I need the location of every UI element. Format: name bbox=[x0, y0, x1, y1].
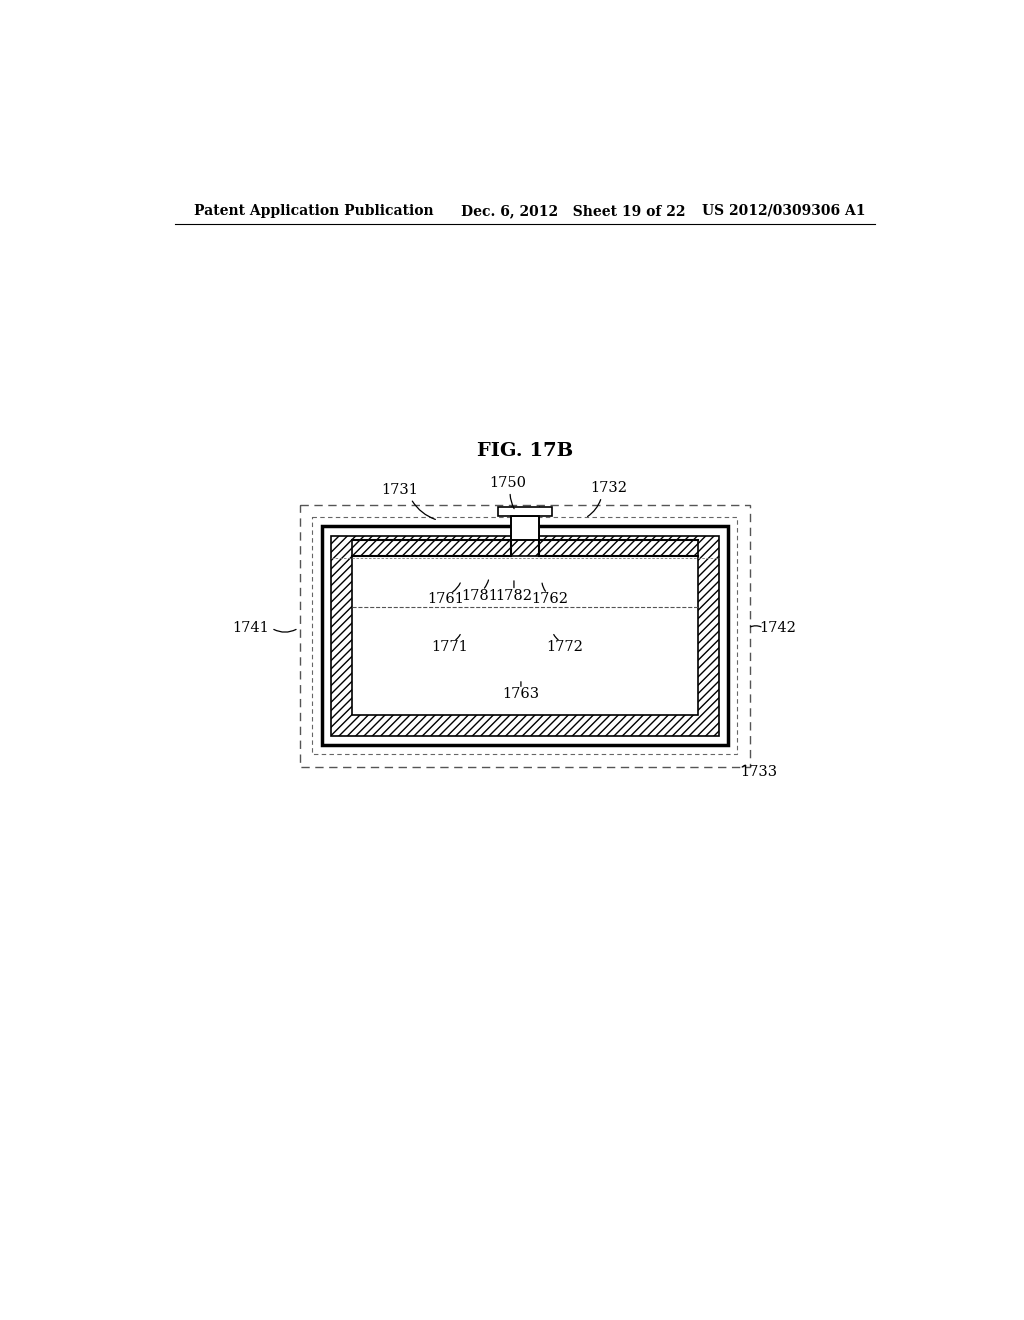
Text: FIG. 17B: FIG. 17B bbox=[477, 442, 572, 459]
Text: 1763: 1763 bbox=[503, 686, 540, 701]
Text: 1782: 1782 bbox=[496, 589, 532, 603]
Bar bbox=[511, 516, 539, 540]
Bar bbox=[512, 517, 538, 539]
Text: US 2012/0309306 A1: US 2012/0309306 A1 bbox=[701, 203, 865, 218]
Text: 1750: 1750 bbox=[489, 477, 526, 490]
Text: 1733: 1733 bbox=[740, 766, 777, 779]
Text: Patent Application Publication: Patent Application Publication bbox=[194, 203, 433, 218]
Text: 1742: 1742 bbox=[759, 622, 796, 635]
Text: 1741: 1741 bbox=[232, 622, 269, 635]
Bar bbox=[511, 516, 539, 540]
Bar bbox=[539, 540, 697, 557]
Bar bbox=[352, 540, 511, 557]
Text: 1732: 1732 bbox=[590, 480, 627, 495]
Text: Dec. 6, 2012   Sheet 19 of 22: Dec. 6, 2012 Sheet 19 of 22 bbox=[461, 203, 686, 218]
Text: 1772: 1772 bbox=[547, 640, 584, 655]
Text: 1761: 1761 bbox=[427, 591, 464, 606]
Bar bbox=[322, 527, 728, 744]
Bar bbox=[331, 536, 719, 737]
Bar bbox=[498, 507, 552, 516]
Text: 1781: 1781 bbox=[462, 589, 499, 603]
Bar bbox=[352, 557, 697, 715]
Text: 1731: 1731 bbox=[381, 483, 418, 496]
Text: 1762: 1762 bbox=[531, 591, 568, 606]
Text: 1771: 1771 bbox=[431, 640, 468, 655]
Bar bbox=[300, 506, 750, 767]
Bar bbox=[312, 517, 737, 755]
